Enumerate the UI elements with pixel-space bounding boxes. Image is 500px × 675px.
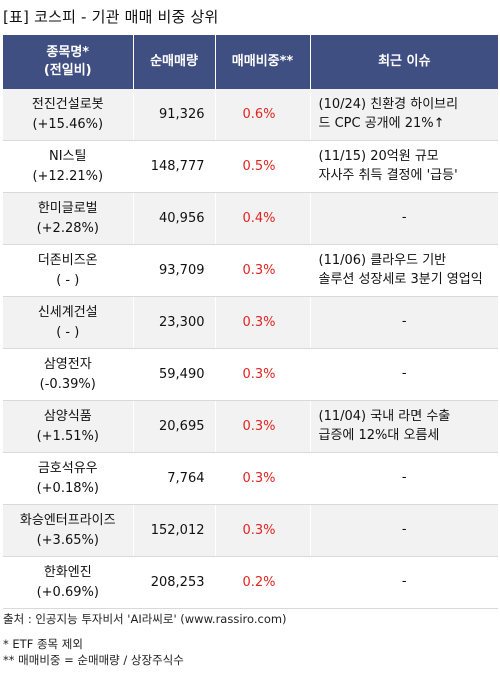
stock-change: (+2.28%) — [36, 220, 99, 236]
stock-cell: 신세계건설 ( - ) — [3, 296, 133, 349]
stock-change: ( - ) — [56, 272, 80, 288]
issue-line1: - — [401, 366, 407, 382]
header-name-line1: 종목명* — [46, 45, 90, 61]
net-volume: 20,695 — [132, 400, 215, 453]
stock-name: 한화엔진 — [43, 565, 92, 580]
table-row: 삼영전자 (-0.39%) 59,490 0.3% - — [3, 348, 498, 401]
trade-ratio: 0.3% — [214, 296, 310, 349]
trade-ratio: 0.3% — [214, 452, 310, 505]
recent-issue: - — [309, 504, 498, 557]
stock-name: 신세계건설 — [37, 305, 98, 320]
source-note: 출처 : 인공지능 투자비서 'AI라씨로' (www.rassiro.com) — [3, 612, 287, 626]
trade-ratio: 0.5% — [214, 140, 310, 193]
header-row: 종목명* (전일비) 순매매량 매매비중** 최근 이슈 — [3, 35, 498, 89]
issue-line1: - — [401, 210, 407, 226]
trade-ratio: 0.3% — [214, 504, 310, 557]
stock-name: 화승엔터프라이즈 — [19, 513, 116, 528]
issue-line1: (11/15) 20억원 규모 — [318, 148, 439, 164]
stock-cell: 전진건설로봇 (+15.46%) — [3, 89, 133, 141]
net-volume: 23,300 — [132, 296, 215, 349]
stock-cell: NI스틸 (+12.21%) — [3, 140, 133, 193]
recent-issue: - — [309, 556, 498, 609]
stock-cell: 삼영전자 (-0.39%) — [3, 348, 133, 401]
net-volume: 7,764 — [132, 452, 215, 505]
recent-issue: - — [309, 296, 498, 349]
table-row: 한화엔진 (+0.69%) 208,253 0.2% - — [3, 556, 498, 609]
recent-issue: - — [309, 452, 498, 505]
stock-cell: 삼양식품 (+1.51%) — [3, 400, 133, 453]
trade-ratio: 0.4% — [214, 192, 310, 245]
table-row: 신세계건설 ( - ) 23,300 0.3% - — [3, 296, 498, 349]
stock-cell: 더존비즈온 ( - ) — [3, 244, 133, 297]
stock-change: (+1.51%) — [36, 428, 99, 444]
table-row: 화승엔터프라이즈 (+3.65%) 152,012 0.3% - — [3, 504, 498, 557]
issue-line1: (11/04) 국내 라면 수출 — [318, 408, 451, 424]
footnote-ratio: ** 매매비중 = 순매매량 / 상장주식수 — [3, 653, 184, 667]
stock-change: (-0.39%) — [39, 376, 96, 392]
net-volume: 208,253 — [132, 556, 215, 609]
net-volume: 93,709 — [132, 244, 215, 297]
table-title: [표] 코스피 - 기관 매매 비중 상위 — [3, 8, 219, 26]
issue-line1: - — [401, 522, 407, 538]
trade-ratio: 0.3% — [214, 348, 310, 401]
recent-issue: - — [309, 348, 498, 401]
stock-change: (+0.69%) — [36, 584, 99, 600]
table-row: 금호석유우 (+0.18%) 7,764 0.3% - — [3, 452, 498, 505]
issue-line2: 솔루션 성장세로 3분기 영업익 — [318, 271, 483, 287]
stock-cell: 화승엔터프라이즈 (+3.65%) — [3, 504, 133, 557]
header-ratio: 매매비중** — [215, 35, 311, 89]
net-volume: 40,956 — [132, 192, 215, 245]
issue-line2: 드 CPC 공개에 21%↑ — [318, 115, 445, 131]
issue-line1: - — [401, 314, 407, 330]
stock-change: (+12.21%) — [32, 168, 104, 184]
header-name: 종목명* (전일비) — [3, 35, 134, 89]
header-volume: 순매매량 — [133, 35, 216, 89]
net-volume: 91,326 — [132, 89, 215, 141]
trade-ratio: 0.3% — [214, 244, 310, 297]
table-row: NI스틸 (+12.21%) 148,777 0.5% (11/15) 20억원 규모 자… — [3, 140, 498, 193]
stock-name: 전진건설로봇 — [31, 97, 104, 112]
issue-line1: (10/24) 친환경 하이브리 — [318, 96, 459, 112]
stock-change: (+3.65%) — [36, 532, 99, 548]
table-row: 한미글로벌 (+2.28%) 40,956 0.4% - — [3, 192, 498, 245]
stock-cell: 금호석유우 (+0.18%) — [3, 452, 133, 505]
trade-ratio: 0.3% — [214, 400, 310, 453]
stock-cell: 한화엔진 (+0.69%) — [3, 556, 133, 609]
stock-name: 한미글로벌 — [37, 201, 98, 216]
stock-name: NI스틸 — [49, 149, 87, 164]
net-volume: 59,490 — [132, 348, 215, 401]
issue-line2: 자사주 취득 결정에 '급등' — [318, 167, 458, 183]
stock-name: 삼영전자 — [43, 357, 92, 372]
stock-name: 삼양식품 — [43, 409, 92, 424]
institution-trading-table: 종목명* (전일비) 순매매량 매매비중** 최근 이슈 전진건설로봇 (+15.… — [3, 35, 498, 609]
net-volume: 152,012 — [132, 504, 215, 557]
table-row: 전진건설로봇 (+15.46%) 91,326 0.6% (10/24) 친환경 하이브… — [3, 89, 498, 141]
recent-issue: (11/04) 국내 라면 수출 급증에 12%대 오름세 — [309, 400, 498, 453]
trade-ratio: 0.6% — [214, 89, 310, 141]
table-row: 삼양식품 (+1.51%) 20,695 0.3% (11/04) 국내 라면 수출 급… — [3, 400, 498, 453]
stock-cell: 한미글로벌 (+2.28%) — [3, 192, 133, 245]
stock-change: (+0.18%) — [36, 480, 99, 496]
footnote-etf: * ETF 종목 제외 — [3, 637, 83, 651]
issue-line1: - — [401, 574, 407, 590]
stock-name: 더존비즈온 — [37, 253, 98, 268]
header-name-line2: (전일비) — [43, 63, 92, 78]
recent-issue: - — [309, 192, 498, 245]
table-row: 더존비즈온( - ) 93,709 0.3% (11/06) 클라우드 기반 솔루션 성… — [3, 244, 498, 297]
stock-change: ( - ) — [56, 324, 80, 340]
issue-line1: - — [401, 470, 407, 486]
net-volume: 148,777 — [132, 140, 215, 193]
trade-ratio: 0.2% — [214, 556, 310, 609]
stock-change: (+15.46%) — [32, 116, 104, 132]
header-issue: 최근 이슈 — [310, 35, 498, 89]
stock-name: 금호석유우 — [37, 461, 98, 476]
issue-line2: 급증에 12%대 오름세 — [318, 427, 440, 443]
issue-line1: (11/06) 클라우드 기반 — [318, 252, 447, 268]
